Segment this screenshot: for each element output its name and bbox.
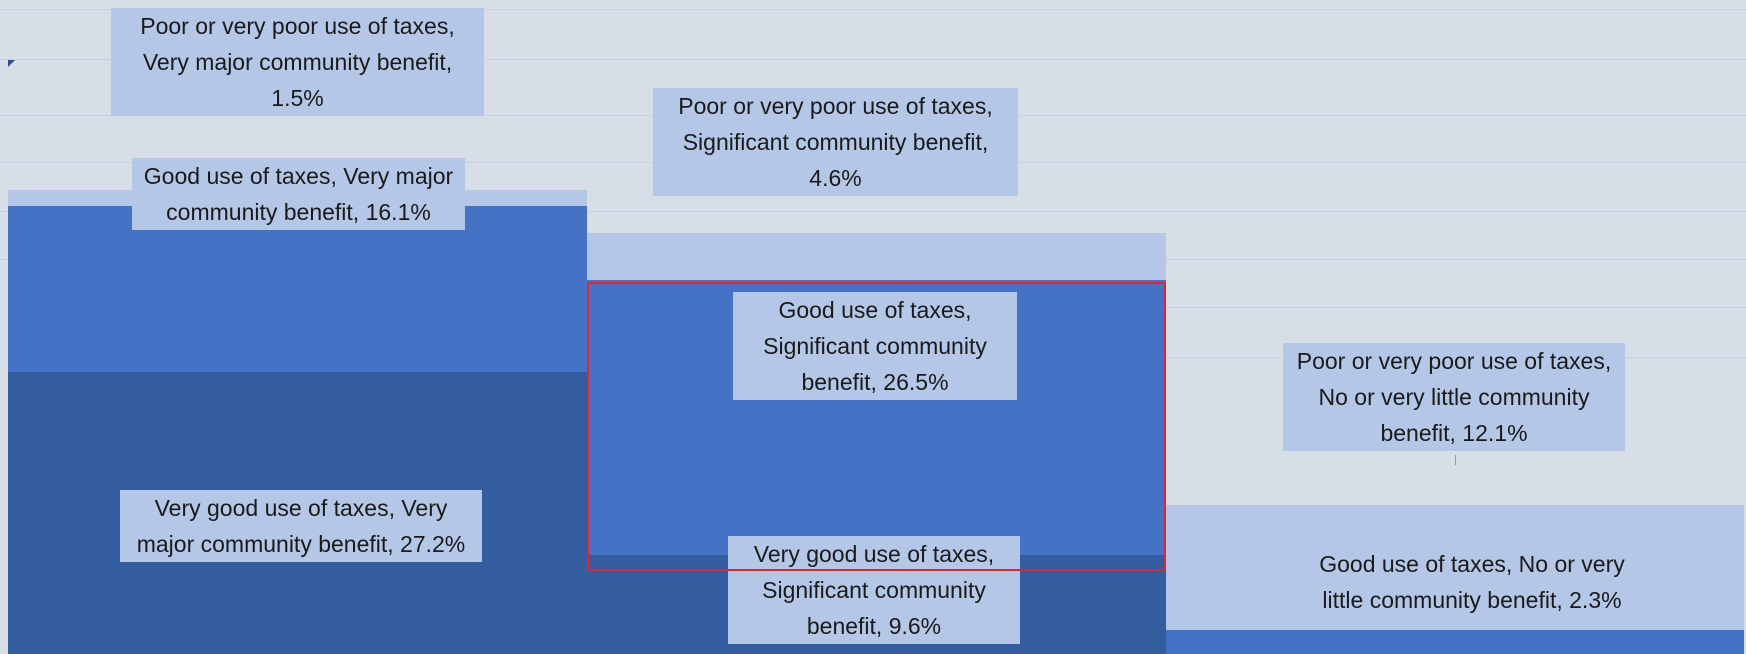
data-label-very-good-use-of-taxes-significant-community-benefit: Very good use of taxes, Significant comm… bbox=[728, 536, 1020, 644]
gridline bbox=[1166, 307, 1746, 308]
leader-line bbox=[1455, 455, 1456, 465]
corner-mark bbox=[8, 60, 15, 67]
bar-segment-good-use-of-taxes-no-or-very-little-community-benefit bbox=[1166, 630, 1744, 654]
data-label-very-good-use-of-taxes-very-major-community-benefit: Very good use of taxes, Very major commu… bbox=[120, 490, 482, 562]
data-label-poor-or-very-poor-use-of-taxes-no-or-very-little-community-benefit: Poor or very poor use of taxes, No or ve… bbox=[1283, 343, 1625, 451]
data-label-poor-or-very-poor-use-of-taxes-very-major-community-benefit: Poor or very poor use of taxes, Very maj… bbox=[111, 8, 484, 116]
data-label-poor-or-very-poor-use-of-taxes-significant-community-benefit: Poor or very poor use of taxes, Signific… bbox=[653, 88, 1018, 196]
data-label-good-use-of-taxes-very-major-community-benefit: Good use of taxes, Very major community … bbox=[132, 158, 465, 230]
bar-segment-good-use-of-taxes-very-major-community-benefit bbox=[8, 205, 587, 373]
data-label-good-use-of-taxes-significant-community-benefit: Good use of taxes, Significant community… bbox=[733, 292, 1017, 400]
gridline bbox=[0, 211, 1746, 212]
data-label-good-use-of-taxes-no-or-very-little-community-benefit: Good use of taxes, No or very little com… bbox=[1311, 546, 1633, 618]
gridline bbox=[0, 9, 1746, 10]
highlight-box bbox=[587, 282, 1166, 571]
bar-segment-poor-or-very-poor-use-of-taxes-significant-community-benefit bbox=[587, 232, 1166, 281]
gridline bbox=[0, 59, 1746, 60]
